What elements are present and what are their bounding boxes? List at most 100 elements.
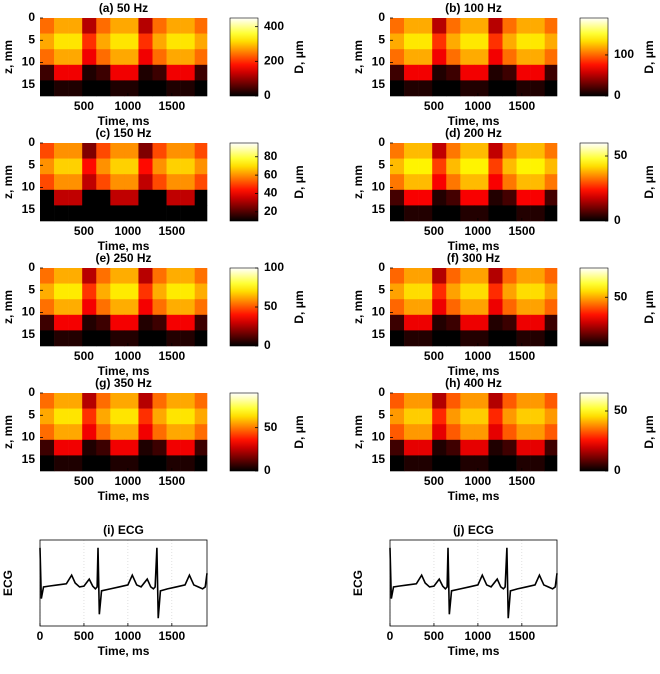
heatmap-cell (530, 268, 545, 284)
heatmap-cell (516, 439, 531, 456)
colorbar-label: D, μm (292, 165, 306, 198)
heatmap-cell (68, 174, 83, 191)
heatmap-cell (54, 439, 69, 456)
panel-title: (e) 250 Hz (95, 251, 151, 265)
heatmap-cell (474, 393, 489, 409)
heatmap-cell (194, 64, 208, 81)
heatmap-cell (82, 205, 97, 222)
heatmap-cell (530, 49, 545, 66)
heatmap-cell (544, 205, 558, 222)
heatmap-cell (138, 408, 153, 425)
heatmap-cell (40, 64, 55, 81)
heatmap-cell (138, 393, 153, 409)
y-axis-label: z, mm (351, 40, 365, 74)
x-tick-label: 1000 (465, 349, 492, 363)
heatmap-cell (194, 33, 208, 50)
x-axis-label: Time, ms (98, 239, 150, 253)
heatmap-cell (404, 314, 419, 331)
heatmap-cell (432, 283, 447, 300)
y-tick-label: 10 (372, 180, 386, 194)
heatmap-cell (418, 314, 433, 331)
heatmap-cell (54, 283, 69, 300)
y-tick-label: 15 (22, 452, 36, 466)
heatmap-cell (446, 299, 461, 316)
heatmap-cell (516, 330, 531, 347)
heatmap-cell (54, 455, 69, 472)
heatmap-cell (530, 439, 545, 456)
heatmap-cell (516, 299, 531, 316)
colorbar-tick-label: 20 (264, 204, 278, 218)
y-axis-label: z, mm (351, 165, 365, 199)
heatmap-cell (194, 283, 208, 300)
heatmap-cell (544, 189, 558, 206)
heatmap-cell (68, 455, 83, 472)
heatmap-cell (68, 143, 83, 159)
y-tick-label: 15 (372, 452, 386, 466)
heatmap-cell (418, 439, 433, 456)
heatmap-cell (446, 314, 461, 331)
heatmap-cell (502, 174, 517, 191)
heatmap-cell (544, 158, 558, 175)
colorbar (229, 267, 259, 347)
heatmap-cell (82, 18, 97, 34)
heatmap-cell (418, 189, 433, 206)
colorbar (229, 17, 259, 97)
heatmap-cell (474, 189, 489, 206)
heatmap-cell (82, 330, 97, 347)
heatmap-cell (530, 299, 545, 316)
x-tick-label: 1500 (158, 224, 185, 238)
heatmap-cell (152, 408, 167, 425)
x-tick-label: 1500 (508, 629, 535, 643)
heatmap-cell (488, 455, 503, 472)
x-tick-label: 1000 (465, 629, 492, 643)
heatmap-cell (82, 189, 97, 206)
x-tick-label: 1500 (508, 224, 535, 238)
heatmap-cell (40, 18, 55, 34)
heatmap-cell (124, 143, 139, 159)
heatmap-cell (530, 189, 545, 206)
heatmap-cell (82, 424, 97, 441)
heatmap-cell (180, 439, 195, 456)
heatmap-cell (488, 330, 503, 347)
x-axis-label: Time, ms (448, 489, 500, 503)
heatmap-cell (432, 455, 447, 472)
heatmap-cell (40, 189, 55, 206)
heatmap-cell (418, 205, 433, 222)
heatmap-cell (96, 18, 111, 34)
heatmap-cell (418, 49, 433, 66)
heatmap-cell (152, 455, 167, 472)
x-axis-label: Time, ms (98, 114, 150, 128)
heatmap-cell (68, 268, 83, 284)
heatmap-cell (96, 158, 111, 175)
heatmap-cell (502, 455, 517, 472)
heatmap-cell (474, 424, 489, 441)
heatmap-cell (474, 49, 489, 66)
x-tick-label: 1000 (115, 224, 142, 238)
heatmap-cell (404, 268, 419, 284)
heatmap-cell (502, 424, 517, 441)
heatmap-cell (488, 33, 503, 50)
heatmap-cell (404, 408, 419, 425)
heatmap-cell (68, 393, 83, 409)
heatmap-cell (166, 174, 181, 191)
heatmap-cell (502, 158, 517, 175)
x-tick-label: 500 (74, 629, 94, 643)
heatmap-cell (390, 424, 405, 441)
heatmap-cell (68, 424, 83, 441)
heatmap-cell (124, 18, 139, 34)
heatmap-cell (124, 330, 139, 347)
colorbar-tick-label: 400 (264, 19, 284, 33)
heatmap-cell (124, 439, 139, 456)
colorbar-tick-label: 0 (614, 463, 621, 477)
heatmap-cell (124, 49, 139, 66)
heatmap-cell (96, 189, 111, 206)
heatmap-cell (544, 408, 558, 425)
y-axis-label: ECG (1, 570, 15, 596)
heatmap-cell (180, 314, 195, 331)
heatmap-cell (446, 33, 461, 50)
x-axis-label: Time, ms (98, 364, 150, 378)
x-tick-label: 0 (37, 629, 44, 643)
y-tick-label: 5 (378, 407, 385, 421)
heatmap-cell (82, 299, 97, 316)
heatmap-cell (166, 143, 181, 159)
